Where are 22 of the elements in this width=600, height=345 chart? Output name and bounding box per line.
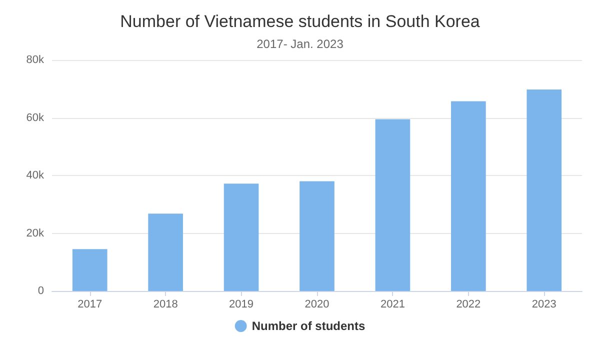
y-tick-label: 80k xyxy=(26,54,44,66)
x-tick-label: 2020 xyxy=(304,298,330,310)
x-tick-label: 2022 xyxy=(456,298,481,310)
chart-title: Number of Vietnamese students in South Korea xyxy=(120,12,480,31)
y-tick-label: 20k xyxy=(26,227,44,240)
bar xyxy=(451,101,486,291)
y-tick-label: 0 xyxy=(38,285,44,297)
x-tick-label: 2019 xyxy=(229,298,254,310)
legend-label: Number of students xyxy=(252,319,366,333)
y-tick-label: 60k xyxy=(26,112,44,124)
x-tick-label: 2021 xyxy=(380,298,405,310)
x-tick-label: 2017 xyxy=(78,298,102,310)
chart-subtitle: 2017- Jan. 2023 xyxy=(256,37,344,51)
bar xyxy=(526,89,562,291)
bar xyxy=(375,119,410,291)
bar xyxy=(72,249,108,291)
bar xyxy=(300,181,334,291)
x-tick-label: 2018 xyxy=(153,298,178,310)
bar xyxy=(148,214,183,291)
y-tick-label: 40k xyxy=(26,170,44,182)
x-tick-label: 2023 xyxy=(532,298,556,310)
bar xyxy=(224,184,259,291)
